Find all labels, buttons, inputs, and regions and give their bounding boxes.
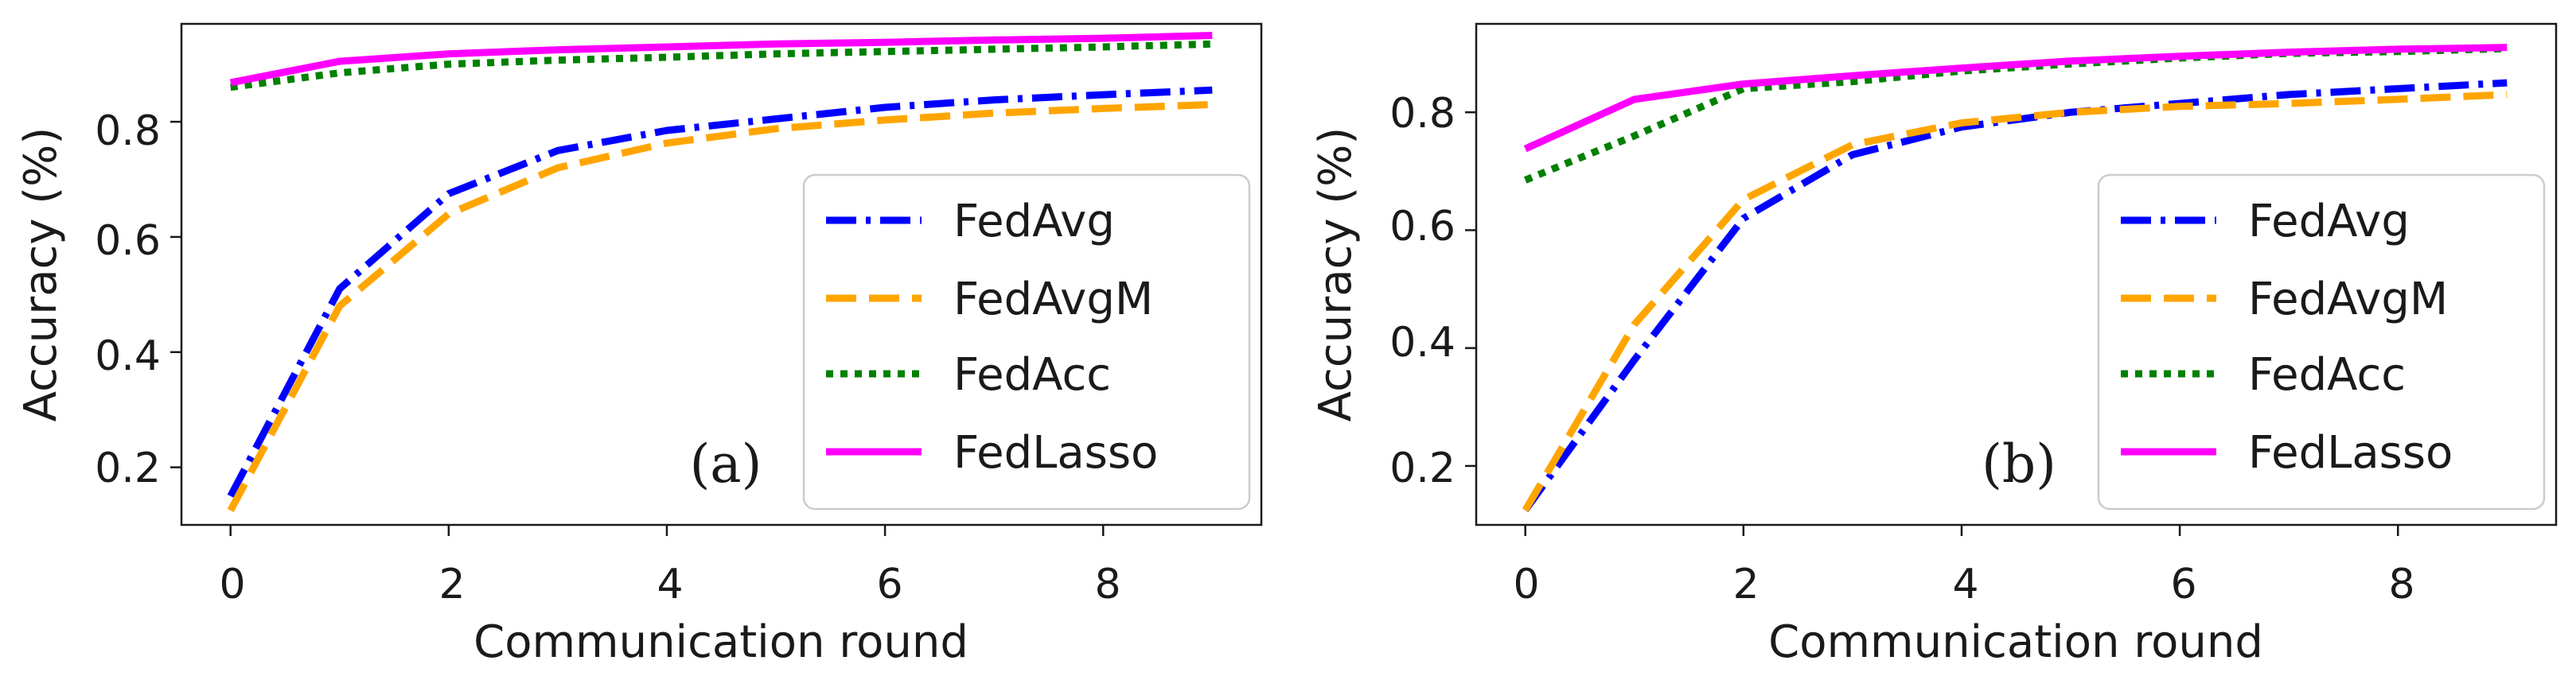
y-tick-label-0.2: 0.2 — [1389, 445, 1456, 492]
x-tick-label-6: 6 — [876, 561, 902, 608]
legend-label-fedacc: FedAcc — [2248, 349, 2406, 401]
plot-area — [180, 22, 1263, 526]
y-axis-title: Accuracy (%) — [1310, 127, 1362, 422]
panel-label: (b) — [1982, 433, 2056, 495]
series-lines — [227, 32, 1213, 513]
panel-label: (a) — [690, 433, 762, 495]
chart-panel-b: 0 2 4 6 8 0.2 0.4 0.6 0.8 Communication … — [1310, 22, 2558, 668]
x-tick-label-4: 4 — [1952, 561, 1978, 608]
series-line-fedacc — [230, 40, 1213, 91]
x-tick-label-2: 2 — [1732, 561, 1759, 608]
legend-label-fedlasso: FedLasso — [953, 427, 1158, 479]
y-tick-label-0.4: 0.4 — [95, 332, 161, 380]
y-tick-label-0.8: 0.8 — [95, 107, 161, 155]
chart-panel-a: 0 2 4 6 8 0.2 0.4 0.6 0.8 Communication … — [15, 22, 1263, 668]
legend-box — [802, 173, 1251, 511]
y-tick-label-0.2: 0.2 — [95, 445, 161, 492]
x-axis-title: Communication round — [1768, 616, 2263, 668]
axis-ticks — [170, 120, 1105, 536]
plot-area — [1475, 22, 2558, 526]
x-tick-label-6: 6 — [2170, 561, 2196, 608]
y-axis-title: Accuracy (%) — [15, 127, 67, 422]
y-tick-label-0.6: 0.6 — [95, 217, 161, 265]
series-line-fedavgm — [1522, 91, 2508, 512]
x-tick-label-8: 8 — [2388, 561, 2414, 608]
y-tick-label-0.8: 0.8 — [1389, 90, 1456, 138]
legend-label-fedlasso: FedLasso — [2248, 427, 2453, 479]
axis-ticks — [1465, 111, 2399, 536]
x-tick-label-4: 4 — [657, 561, 683, 608]
x-tick-label-0: 0 — [219, 561, 245, 608]
x-axis-title: Communication round — [474, 616, 968, 668]
series-line-fedlasso — [1523, 44, 2508, 153]
y-tick-label-0.6: 0.6 — [1389, 203, 1456, 251]
series-line-fedlasso — [229, 32, 1213, 87]
legend-label-fedavgm: FedAvgM — [2248, 274, 2448, 325]
legend-label-fedacc: FedAcc — [953, 349, 1111, 401]
legend-label-fedavg: FedAvg — [2248, 196, 2410, 247]
x-tick-label-8: 8 — [1094, 561, 1120, 608]
legend: FedAvg FedAvgM FedAcc FedLasso — [802, 173, 1251, 511]
legend-label-fedavg: FedAvg — [953, 196, 1115, 247]
series-line-fedavg — [227, 86, 1213, 498]
x-tick-label-0: 0 — [1513, 561, 1539, 608]
series-line-fedavgm — [227, 100, 1213, 513]
x-tick-label-2: 2 — [438, 561, 465, 608]
legend-label-fedavgm: FedAvgM — [953, 274, 1153, 325]
series-lines — [1522, 44, 2508, 513]
y-tick-label-0.4: 0.4 — [1389, 319, 1456, 367]
legend: FedAvg FedAvgM FedAcc FedLasso — [2097, 173, 2546, 511]
legend-box — [2097, 173, 2546, 511]
